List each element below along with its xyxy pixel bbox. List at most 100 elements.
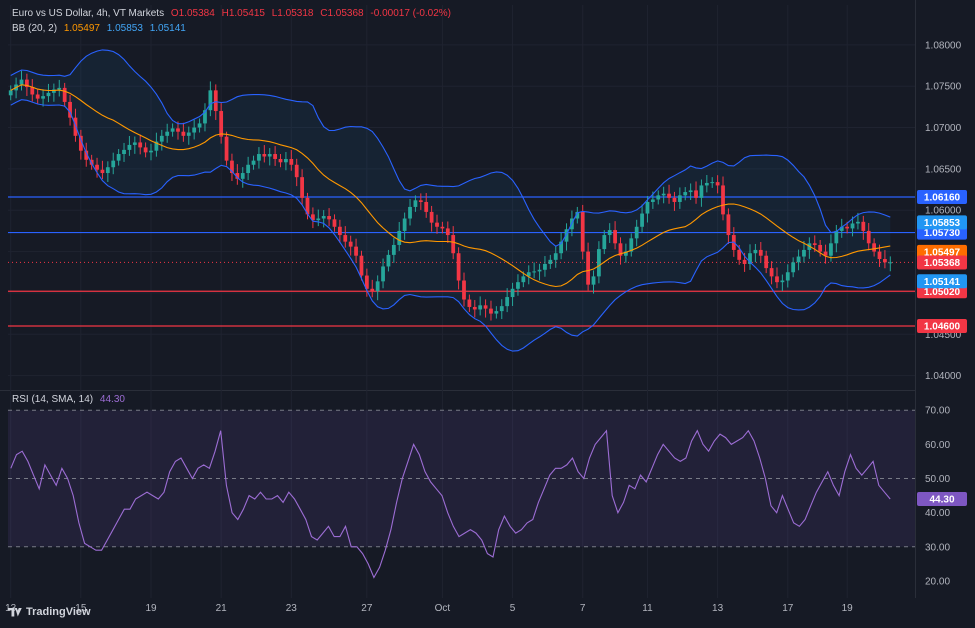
bb-lower-value: 1.05141 [149, 23, 186, 34]
candle-body [246, 164, 251, 174]
badge-label: 1.04600 [924, 321, 961, 332]
indicator-badge: 1.05368 [917, 255, 967, 270]
badge-label: 1.05368 [924, 258, 961, 269]
pane-separator [0, 390, 915, 391]
candle-body [553, 253, 558, 260]
candle-body [521, 276, 526, 283]
candle-body [321, 216, 326, 219]
candle-body [872, 243, 877, 252]
bb-upper-value: 1.05853 [106, 23, 143, 34]
candle-body [165, 131, 170, 136]
time-tick-label: 11 [642, 603, 653, 614]
tradingview-logo[interactable]: TradingView [8, 606, 91, 618]
candle-body [208, 90, 213, 111]
candle-body [68, 101, 72, 118]
time-axis[interactable]: 131519212327Oct5711131719 [5, 603, 853, 614]
candle-body [235, 173, 240, 179]
candle-body [267, 154, 272, 157]
symbol-legend: Euro vs US Dollar, 4h, VT Markets O1.053… [12, 8, 455, 19]
time-tick-label: 19 [145, 603, 157, 614]
candle-body [311, 214, 315, 221]
candle-body [273, 154, 278, 159]
candle-body [634, 226, 639, 239]
badge-label: 44.30 [929, 495, 954, 506]
axis-separator [915, 0, 916, 598]
candle-body [386, 254, 391, 267]
bb-legend: BB (20, 2) 1.05497 1.05853 1.05141 [12, 23, 190, 34]
candle-body [715, 182, 720, 186]
candle-body [8, 90, 13, 96]
bb-lower-line [10, 99, 891, 352]
badge-label: 1.05141 [924, 277, 961, 288]
candle-body [203, 110, 207, 124]
candle-body [186, 132, 191, 136]
candle-body [640, 213, 644, 227]
candle-body [262, 154, 267, 157]
candle-body [257, 154, 261, 161]
candle-body [888, 262, 893, 264]
badge-bg [917, 244, 967, 259]
time-tick-label: 7 [580, 603, 586, 614]
candle-body [354, 246, 358, 256]
candle-body [451, 235, 456, 254]
candle-body [348, 241, 353, 247]
candle-body [753, 249, 758, 254]
rsi-tick-label: 50.00 [925, 474, 950, 485]
rsi-legend: RSI (14, SMA, 14) 44.30 [12, 394, 129, 405]
candle-body [62, 87, 67, 102]
time-tick-label: 17 [782, 603, 794, 614]
horizontal-levels[interactable] [8, 196, 915, 327]
candle-body [375, 281, 380, 292]
candle-body [181, 131, 186, 136]
candle-body [850, 223, 855, 229]
candle-body [667, 193, 671, 198]
candle-body [856, 221, 860, 224]
badge-bg [917, 492, 967, 506]
candle-body [537, 269, 542, 272]
symbol-title[interactable]: Euro vs US Dollar, 4h, VT Markets [12, 8, 165, 19]
candle-body [812, 243, 817, 245]
candle-body [526, 272, 531, 277]
candle-body [41, 96, 45, 99]
bb-label[interactable]: BB (20, 2) [12, 23, 58, 34]
price-axis[interactable]: 1.080001.075001.070001.065001.060001.055… [925, 40, 962, 587]
candle-body [721, 185, 725, 215]
candle-body [694, 190, 698, 198]
candle-body [305, 197, 310, 215]
candle-body [289, 158, 294, 165]
candle-body [230, 160, 234, 174]
candle-body [883, 259, 887, 263]
candle-body [559, 241, 564, 254]
grid-lines [0, 0, 916, 598]
candle-body [176, 128, 180, 132]
candle-body [645, 201, 650, 214]
candle-body [650, 199, 655, 202]
indicator-badge: 1.05497 [917, 244, 967, 259]
candle-body [699, 185, 704, 198]
candle-body [122, 149, 126, 155]
candlesticks[interactable] [8, 70, 893, 321]
candle-body [159, 135, 164, 142]
candle-body [219, 111, 224, 137]
candle-body [435, 222, 439, 227]
candle-body [127, 144, 132, 150]
candle-body [197, 123, 202, 128]
candle-body [829, 243, 833, 256]
indicator-badge: 1.05853 [917, 215, 967, 230]
candle-body [143, 147, 148, 153]
candle-body [413, 200, 418, 207]
price-tick-label: 1.07000 [925, 123, 962, 134]
bollinger-band-fill [10, 49, 891, 352]
candle-body [866, 230, 871, 244]
candle-body [877, 251, 882, 260]
rsi-label[interactable]: RSI (14, SMA, 14) [12, 394, 94, 405]
candle-body [683, 192, 688, 196]
time-tick-label: 19 [842, 603, 854, 614]
candle-body [170, 128, 175, 132]
candle-body [100, 169, 105, 174]
candle-body [294, 164, 299, 178]
candle-body [359, 255, 364, 276]
candle-body [656, 195, 661, 200]
candle-body [472, 306, 477, 310]
